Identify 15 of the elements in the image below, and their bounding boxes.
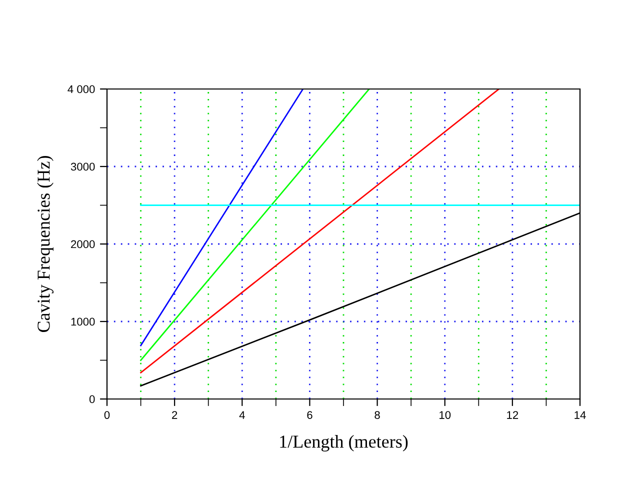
y-tick-label: 0 (89, 395, 95, 404)
x-tick-label: 8 (374, 411, 380, 419)
x-tick-label: 4 (239, 411, 245, 419)
y-tick-label: 1000 (71, 318, 95, 326)
x-tick-label: 2 (172, 411, 178, 419)
x-tick-label: 6 (307, 411, 312, 419)
x-tick-label: 10 (440, 411, 451, 419)
x-tick-label: 14 (574, 411, 586, 419)
x-tick-label: 0 (104, 411, 110, 419)
y-tick-label: 2000 (71, 240, 95, 248)
y-tick-label: 4 000 (68, 85, 95, 94)
y-axis-title: Cavity Frequencies (Hz) (37, 156, 54, 332)
y-tick-label: 3000 (70, 162, 95, 171)
x-axis-title: 1/Length (meters) (280, 435, 408, 452)
x-tick-label: 12 (507, 411, 518, 419)
